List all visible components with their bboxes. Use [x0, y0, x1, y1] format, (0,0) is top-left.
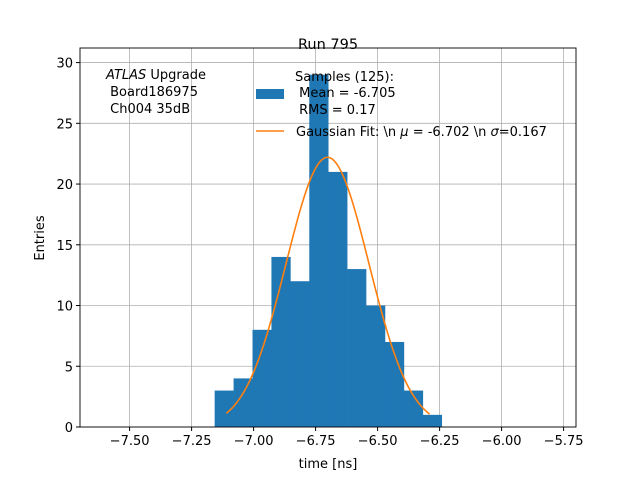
histogram-bar	[309, 74, 329, 427]
x-tick-label: −7.00	[234, 434, 274, 449]
y-tick-label: 5	[65, 360, 73, 375]
chart-title: Run 795	[298, 37, 358, 53]
y-tick-label: 0	[65, 421, 73, 436]
annotation-board: Board186975	[106, 85, 198, 100]
y-tick-label: 30	[56, 57, 73, 72]
gaussian-fit-line	[225, 156, 431, 415]
y-axis-label: Entries	[33, 215, 48, 261]
legend-swatch-samples	[256, 89, 284, 99]
annotation-channel: Ch004 35dB	[106, 102, 190, 117]
histogram-bar	[384, 341, 405, 427]
annotation-atlas: ATLAS	[105, 68, 146, 83]
y-axis-ticks: 0 5 10 15 20 25 30	[56, 57, 80, 436]
x-axis-ticks: −7.50 −7.25 −7.00 −6.75 −6.50 −6.25 −6.00 −5.75	[110, 427, 584, 449]
legend-fit-suffix: =0.167	[499, 125, 547, 140]
x-tick-label: −6.75	[296, 434, 336, 449]
legend-samples-mean: Mean = -6.705	[295, 86, 396, 101]
legend-fit-mid: = -6.702 \n	[409, 125, 491, 140]
x-axis-label: time [ns]	[299, 457, 358, 472]
axes-frame	[79, 47, 577, 428]
legend-samples-rms: RMS = 0.17	[295, 103, 376, 118]
legend-samples-line1: Samples (125):	[295, 70, 394, 85]
legend-fit-mu: μ	[399, 125, 408, 140]
x-tick-label: −6.50	[358, 434, 398, 449]
x-tick-label: −7.50	[110, 434, 150, 449]
histogram-bar	[252, 329, 272, 427]
y-tick-label: 25	[56, 117, 73, 132]
x-tick-label: −6.00	[482, 434, 522, 449]
x-tick-label: −7.25	[172, 434, 212, 449]
legend-fit-label: Gaussian Fit: \n μ = -6.702 \n σ=0.167	[296, 125, 547, 140]
atlas-annotation: ATLAS Upgrade Board186975 Ch004 35dB	[105, 68, 206, 117]
svg-text:ATLAS Upgrade: ATLAS Upgrade	[105, 68, 206, 83]
legend-fit-prefix: Gaussian Fit: \n	[296, 125, 400, 140]
y-tick-label: 15	[56, 239, 73, 254]
histogram-bar	[347, 269, 367, 427]
histogram-bar	[403, 390, 424, 427]
histogram-bar	[366, 305, 386, 427]
x-tick-label: −6.25	[420, 434, 460, 449]
legend: Samples (125): Mean = -6.705 RMS = 0.17 …	[256, 70, 547, 140]
x-tick-label: −5.75	[544, 434, 584, 449]
y-tick-label: 20	[56, 178, 73, 193]
histogram-bar	[233, 378, 253, 427]
histogram-bar	[422, 414, 443, 427]
histogram-bar	[328, 171, 348, 427]
histogram-bar	[290, 281, 310, 427]
histogram-bar	[214, 390, 234, 427]
y-tick-label: 10	[56, 300, 73, 315]
legend-fit-sigma: σ	[491, 125, 500, 140]
annotation-upgrade: Upgrade	[146, 68, 206, 83]
histogram-bars	[214, 74, 443, 427]
